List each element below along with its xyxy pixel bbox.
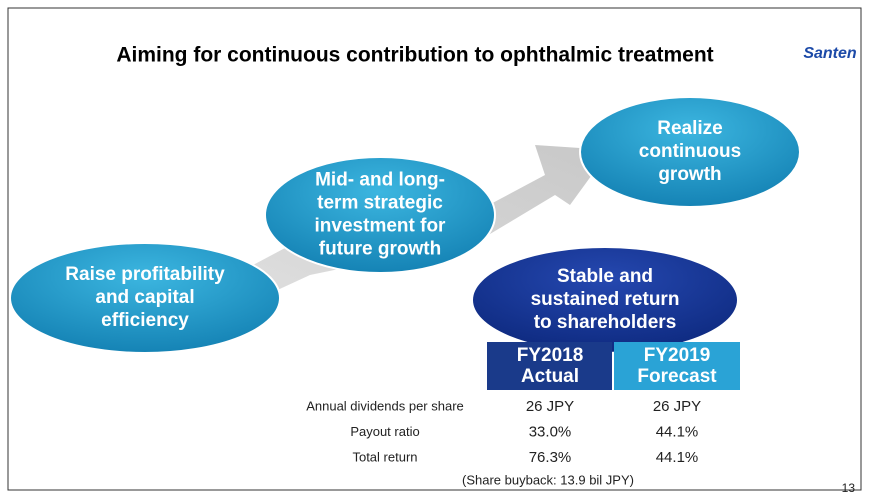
header-cell [487,342,612,390]
note: (Share buyback: 13.9 bil JPY) [462,472,634,487]
column-header: Forecast [637,366,717,387]
title: Aiming for continuous contribution to op… [116,44,713,67]
node-label: growth [658,164,721,185]
node [579,96,801,208]
row-label: Total return [352,449,417,464]
row-label: Payout ratio [350,424,419,439]
node-label: Mid- and long- [315,170,445,191]
node-label: future growth [319,239,441,260]
column-header: Actual [521,366,579,387]
column-header: FY2018 [517,345,584,366]
node-label: Raise profitability [65,264,225,285]
cell: 44.1% [656,449,699,466]
node-label: continuous [639,141,741,162]
node-label: investment for [315,216,447,237]
header-cell [614,342,740,390]
node [264,156,496,274]
node-label: Realize [657,118,722,139]
page-number: 13 [842,481,856,495]
node-label: sustained return [531,289,680,310]
column-header: FY2019 [644,345,711,366]
cell: 76.3% [529,449,572,466]
node-label: Stable and [557,266,653,287]
logo: Santen [803,45,857,62]
cell: 26 JPY [526,398,574,415]
cell: 26 JPY [653,398,701,415]
node-label: term strategic [317,193,443,214]
node-label: and capital [95,287,194,308]
row-label: Annual dividends per share [306,398,464,413]
node-label: efficiency [101,310,189,331]
node [9,242,281,354]
node-label: to shareholders [534,312,677,333]
cell: 44.1% [656,423,699,440]
cell: 33.0% [529,423,572,440]
